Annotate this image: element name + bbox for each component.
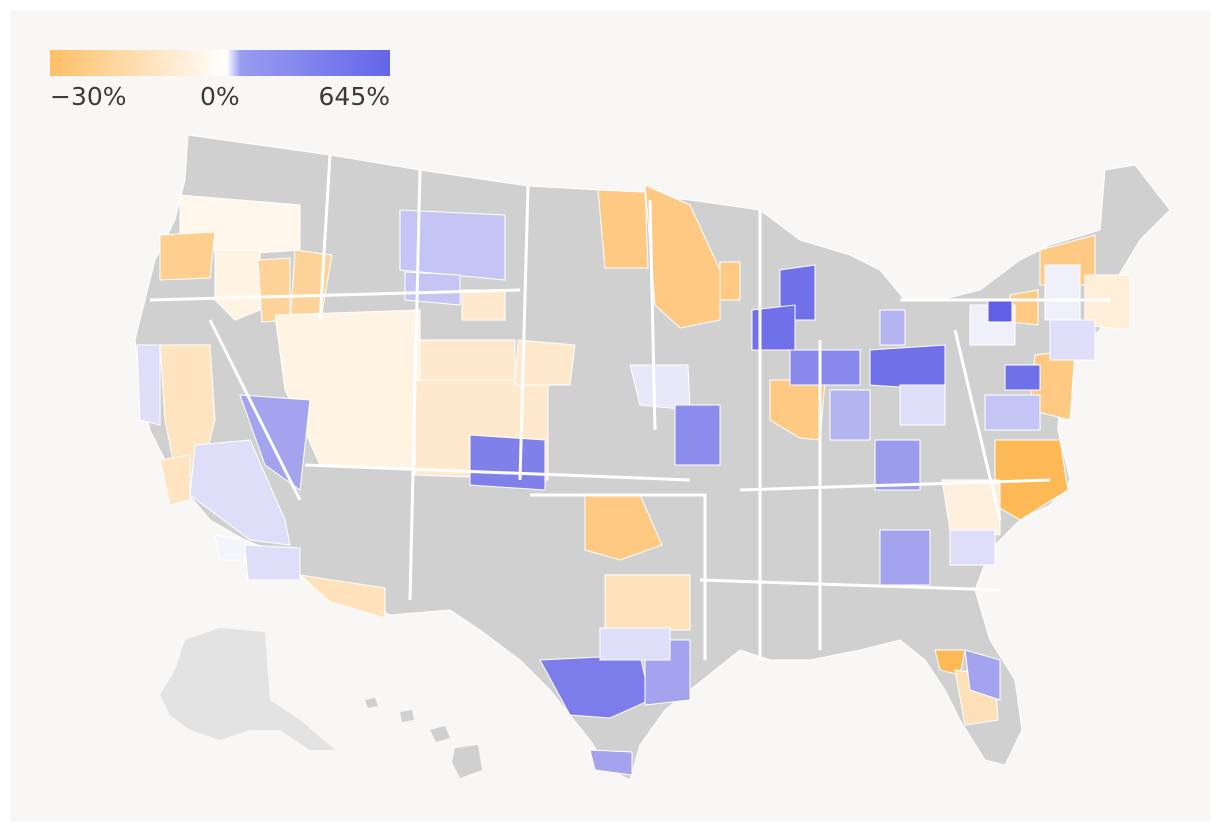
legend-mid-label: 0% <box>200 82 240 111</box>
region-colorado-south <box>469 434 546 491</box>
region-nevada-west <box>239 394 311 491</box>
region-texas-dallas <box>599 627 671 661</box>
region-georgia <box>879 529 931 586</box>
region-kentucky <box>874 439 921 491</box>
regions-positive <box>136 209 1096 776</box>
alaska-hawaii <box>160 628 482 778</box>
region-arizona-south <box>298 574 386 619</box>
region-wyoming-south <box>419 339 516 386</box>
region-wyoming-north <box>404 271 461 306</box>
region-socal-coast <box>214 534 246 561</box>
region-montana-east <box>461 289 506 321</box>
region-buffalo <box>987 299 1013 323</box>
region-minnesota <box>644 184 721 329</box>
legend-color-bar <box>50 50 390 76</box>
region-california-north <box>136 344 161 426</box>
region-new-jersey <box>1049 319 1096 361</box>
region-nebraska-west <box>514 339 576 386</box>
region-maryland <box>984 394 1041 431</box>
legend-min-label: −30% <box>50 82 127 111</box>
region-florida-orlando <box>964 649 1001 701</box>
region-missouri-west <box>674 404 721 466</box>
region-indiana-north <box>789 349 861 386</box>
region-montana-central <box>399 209 506 281</box>
region-carolina-south <box>949 529 996 566</box>
legend-max-label: 645% <box>318 82 390 111</box>
region-texas-south <box>589 749 633 776</box>
region-new-york-north <box>1044 264 1081 321</box>
region-carolina-upstate <box>941 479 1001 536</box>
region-new-england-south <box>1084 274 1131 331</box>
hawaii <box>365 698 482 778</box>
alaska <box>160 628 335 750</box>
region-pennsylvania-west <box>1004 364 1041 391</box>
region-wisconsin-south <box>751 304 796 351</box>
region-minnesota-east <box>719 261 741 301</box>
region-idaho-a <box>257 257 291 323</box>
color-legend: −30% 0% 645% <box>50 50 390 111</box>
region-ohio-north <box>869 344 946 391</box>
region-michigan-west <box>879 309 906 346</box>
region-north-texas <box>604 574 691 631</box>
state-borders <box>149 154 1110 660</box>
region-california-east <box>189 439 291 546</box>
region-california-socal <box>159 454 191 506</box>
region-arizona-west <box>244 544 301 581</box>
region-oregon-east <box>214 249 261 321</box>
region-ohio-south <box>899 384 946 426</box>
region-west-oregon <box>159 231 216 281</box>
region-north-dakota-a <box>597 189 649 269</box>
region-indiana-central <box>829 389 871 441</box>
